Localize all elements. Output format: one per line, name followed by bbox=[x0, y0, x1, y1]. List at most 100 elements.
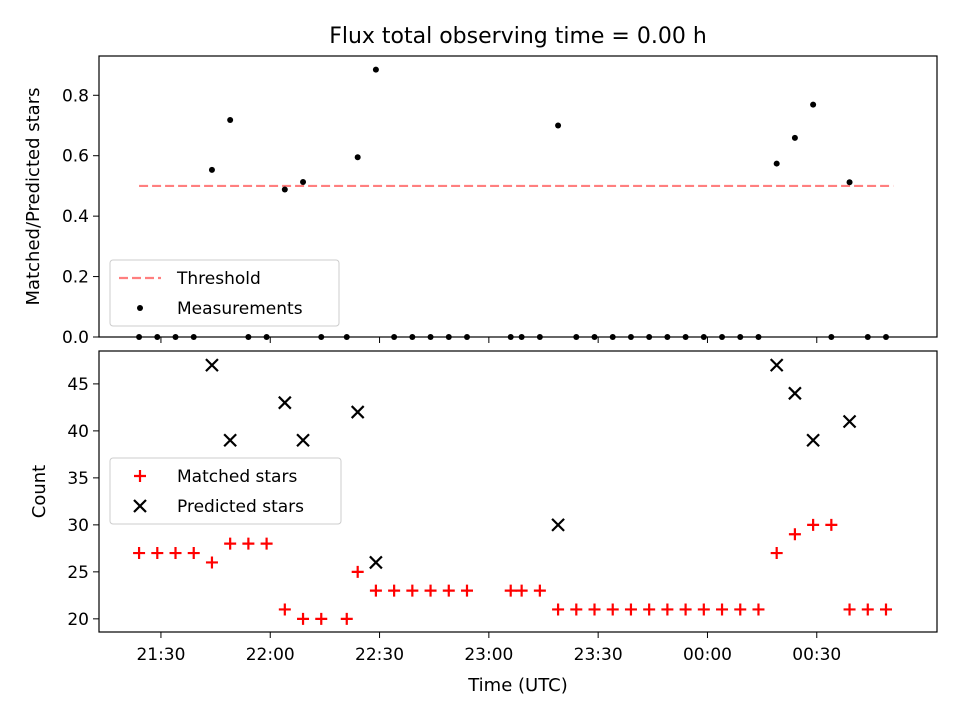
predicted-star-point bbox=[551, 518, 565, 532]
measurement-point bbox=[227, 117, 234, 124]
measurement-point bbox=[627, 334, 634, 340]
y-tick-label: 0.0 bbox=[62, 328, 89, 348]
legend-matched-swatch bbox=[134, 470, 146, 482]
measurement-point bbox=[318, 334, 325, 340]
measurement-point bbox=[828, 334, 835, 340]
matched-star-point bbox=[807, 518, 820, 531]
measurement-point bbox=[536, 334, 543, 340]
matched-star-point bbox=[788, 528, 801, 541]
measurement-point bbox=[300, 178, 307, 185]
matched-star-point bbox=[205, 556, 218, 569]
matched-star-point bbox=[697, 603, 710, 616]
measurement-point bbox=[445, 334, 452, 340]
matched-star-point bbox=[242, 537, 255, 550]
bottom-panel: 20 25 30 35 40 45 21:30 22:00 22:30 23:00 23:30 00:… bbox=[29, 350, 938, 665]
x-tick-label: 00:00 bbox=[683, 645, 732, 665]
legend-box bbox=[109, 259, 340, 327]
measurement-point bbox=[737, 334, 744, 340]
matched-star-point bbox=[169, 547, 182, 560]
measurement-point bbox=[463, 334, 470, 340]
measurement-point bbox=[646, 334, 653, 340]
measurement-point bbox=[245, 334, 252, 340]
matched-star-point bbox=[133, 547, 146, 560]
predicted-star-point bbox=[296, 433, 310, 448]
predicted-star-point bbox=[769, 358, 784, 372]
legend-measurement-swatch bbox=[137, 305, 143, 311]
matched-star-point bbox=[315, 612, 328, 625]
matched-star-point bbox=[515, 584, 528, 597]
x-tick-label: 00:30 bbox=[792, 645, 841, 665]
measurement-point bbox=[664, 334, 671, 340]
matched-star-point bbox=[533, 584, 546, 597]
measurement-point bbox=[281, 186, 288, 193]
predicted-star-point bbox=[223, 433, 237, 448]
measurement-point bbox=[719, 334, 726, 340]
matched-star-point bbox=[861, 603, 874, 616]
legend-predicted-swatch bbox=[133, 499, 147, 513]
measurement-point bbox=[354, 154, 361, 161]
x-tick-label: 22:30 bbox=[355, 645, 404, 665]
matched-star-point bbox=[424, 584, 437, 597]
y-tick-label: 0.8 bbox=[62, 86, 89, 106]
legend-label: Measurements bbox=[177, 299, 303, 319]
axes-frame bbox=[98, 55, 938, 338]
measurement-point bbox=[773, 160, 780, 167]
predicted-star-point bbox=[842, 414, 857, 429]
figure-title: Flux total observing time = 0.00 h bbox=[329, 24, 707, 49]
predicted-star-point bbox=[369, 555, 383, 570]
x-tick-label: 21:30 bbox=[136, 645, 185, 665]
measurement-point bbox=[372, 66, 379, 73]
matched-star-point bbox=[187, 547, 200, 560]
y-tick-label: 45 bbox=[67, 375, 89, 395]
x-tick-label: 23:00 bbox=[464, 645, 513, 665]
measurement-point bbox=[208, 166, 215, 173]
measurement-point bbox=[190, 334, 197, 340]
measurement-point bbox=[700, 334, 707, 340]
legend-label: Matched stars bbox=[177, 467, 297, 487]
y-tick-label: 20 bbox=[67, 610, 89, 630]
measurement-point bbox=[810, 101, 817, 108]
measurement-point bbox=[555, 122, 562, 129]
y-tick-label: 40 bbox=[67, 422, 89, 442]
measurement-point bbox=[609, 334, 616, 340]
y-tick-label: 30 bbox=[67, 516, 89, 536]
measurement-point bbox=[154, 334, 161, 340]
x-tick-label: 22:00 bbox=[246, 645, 295, 665]
matched-star-point bbox=[260, 537, 273, 550]
measurement-point bbox=[391, 334, 398, 340]
matched-star-point bbox=[340, 612, 353, 625]
matched-star-point bbox=[388, 584, 401, 597]
measurement-point bbox=[591, 334, 598, 340]
legend: Matched stars Predicted stars bbox=[109, 457, 342, 525]
matched-star-point bbox=[278, 603, 291, 616]
measurement-point bbox=[755, 334, 762, 340]
matched-star-point bbox=[606, 603, 619, 616]
measurement-point bbox=[427, 334, 434, 340]
predicted-star-point bbox=[350, 405, 365, 419]
measurement-point bbox=[846, 179, 853, 186]
axes-frame bbox=[98, 350, 938, 633]
measurement-point bbox=[409, 334, 416, 340]
measurement-point bbox=[136, 334, 143, 340]
x-axis-label: Time (UTC) bbox=[467, 675, 568, 696]
y-tick-label: 0.6 bbox=[62, 147, 89, 167]
measurement-point bbox=[864, 334, 871, 340]
measurement-point bbox=[172, 334, 179, 340]
matched-star-point bbox=[297, 612, 310, 625]
matched-star-point bbox=[460, 584, 473, 597]
matched-star-point bbox=[369, 584, 382, 597]
legend-box bbox=[109, 457, 342, 525]
matched-star-point bbox=[752, 603, 765, 616]
legend-label: Threshold bbox=[176, 269, 261, 289]
matched-star-point bbox=[624, 603, 637, 616]
y-tick-label: 35 bbox=[67, 469, 89, 489]
matched-star-point bbox=[770, 547, 783, 560]
matched-star-point bbox=[504, 584, 517, 597]
y-axis-label: Matched/Predicted stars bbox=[23, 88, 44, 306]
measurement-point bbox=[263, 334, 270, 340]
measurement-point bbox=[573, 334, 580, 340]
measurement-point bbox=[882, 334, 889, 340]
matched-star-point bbox=[552, 603, 565, 616]
matched-star-point bbox=[679, 603, 692, 616]
